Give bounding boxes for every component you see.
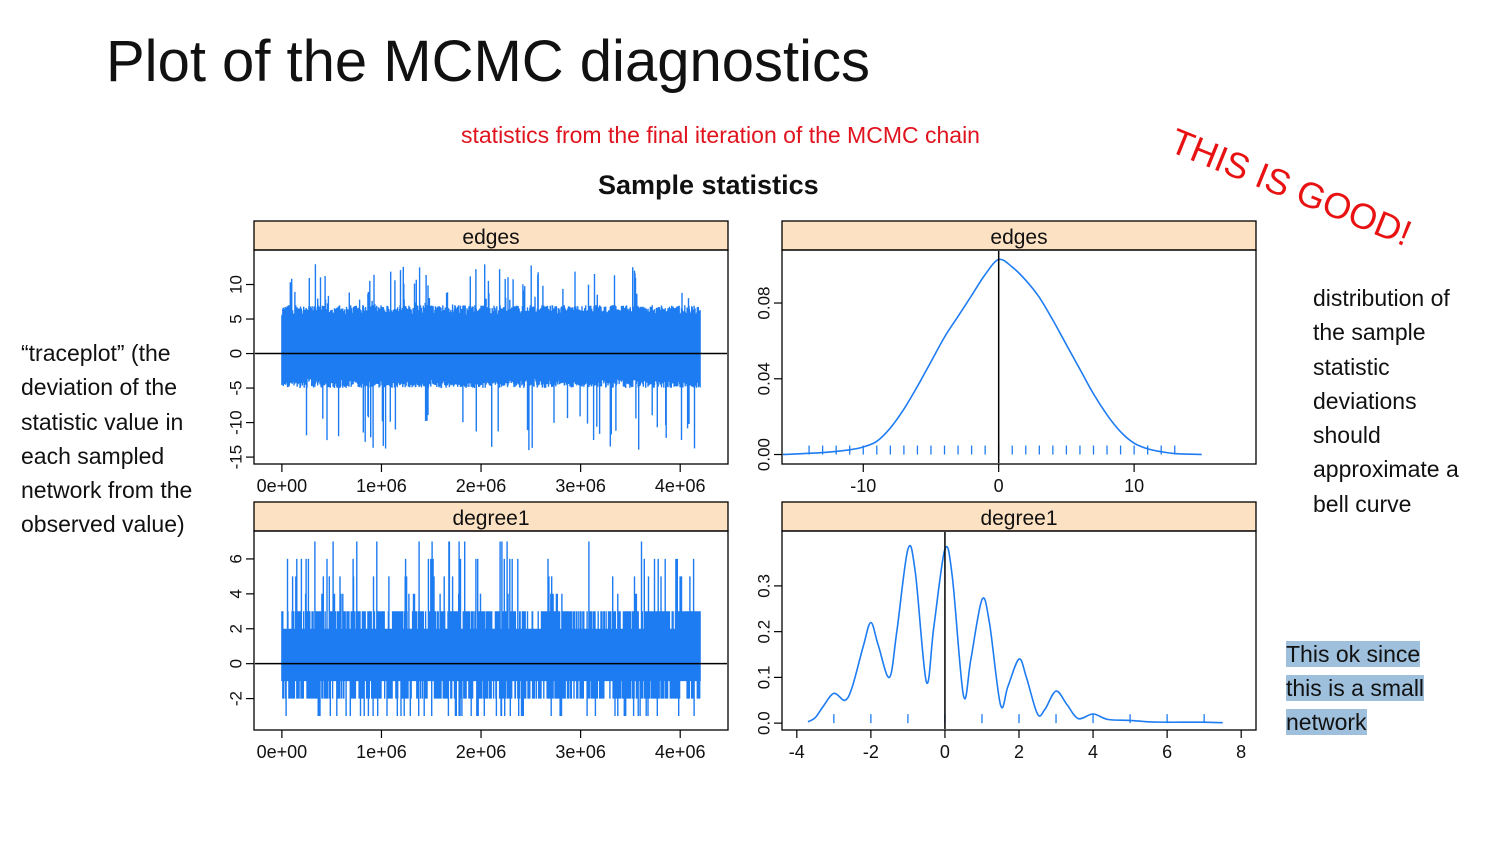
y-tick-label: 0.2 [755, 620, 774, 644]
x-tick-label: 4e+06 [655, 476, 706, 496]
slide-title: Plot of the MCMC diagnostics [106, 29, 870, 94]
x-tick-label: 1e+06 [356, 742, 407, 762]
x-tick-label: 0e+00 [257, 742, 308, 762]
y-tick-label: 0.1 [755, 666, 774, 690]
y-tick-label: 0.00 [755, 438, 774, 471]
ok-note-line: network [1286, 709, 1367, 735]
y-tick-label: 2 [227, 624, 246, 633]
y-tick-label: 0.0 [755, 711, 774, 735]
y-tick-label: 0 [227, 659, 246, 668]
traceplot-note: “traceplot” (the deviation of the statis… [21, 340, 193, 538]
panel-frame [781, 530, 1257, 731]
x-tick-label: -4 [789, 742, 805, 762]
x-tick-label: 2e+06 [456, 476, 507, 496]
strip-label: edges [990, 226, 1047, 249]
y-tick-label: 0.04 [755, 362, 774, 395]
y-tick-label: 10 [227, 275, 246, 294]
x-tick-label: 4 [1088, 742, 1098, 762]
strip-label: edges [462, 226, 519, 249]
y-tick-label: 6 [227, 554, 246, 563]
panel-plot-area [807, 532, 1223, 729]
panel-plot-area [255, 541, 727, 716]
y-tick-label: -15 [227, 445, 246, 470]
panel-strip [781, 501, 1257, 532]
x-tick-label: 3e+06 [555, 742, 606, 762]
y-tick-label: -5 [227, 381, 246, 396]
distribution-note: distribution of the sample statistic dev… [1313, 285, 1459, 517]
x-tick-label: 0 [940, 742, 950, 762]
y-tick-label: 5 [227, 314, 246, 323]
y-tick-label: -2 [227, 691, 246, 706]
ok-note-line: This ok since [1286, 641, 1421, 667]
x-tick-label: 2e+06 [456, 742, 507, 762]
x-tick-label: 0 [994, 476, 1004, 496]
density-curve [783, 258, 1202, 456]
density-curve [807, 544, 1223, 724]
y-tick-label: 4 [227, 589, 246, 598]
panel-frame [781, 249, 1257, 465]
y-tick-label: 0.08 [755, 286, 774, 319]
strip-label: degree1 [452, 507, 529, 530]
x-tick-label: 8 [1236, 742, 1246, 762]
x-tick-label: 10 [1124, 476, 1144, 496]
x-tick-label: 2 [1014, 742, 1024, 762]
small-network-note: This ok since this is a small network [1286, 637, 1456, 739]
panel-strip [253, 501, 729, 532]
figure-title: Sample statistics [598, 170, 819, 200]
ok-note-line: this is a small [1286, 675, 1425, 701]
y-tick-label: -10 [227, 410, 246, 435]
panel-plot-area [783, 251, 1202, 463]
strip-label: degree1 [980, 507, 1057, 530]
x-tick-label: 0e+00 [257, 476, 308, 496]
y-tick-label: 0.3 [755, 574, 774, 598]
x-tick-label: 1e+06 [356, 476, 407, 496]
x-tick-label: -10 [850, 476, 876, 496]
panel-frame [253, 530, 729, 731]
trace-series [281, 264, 701, 451]
panel-frame [253, 249, 729, 465]
chain-note: statistics from the final iteration of t… [461, 122, 980, 148]
x-tick-label: 6 [1162, 742, 1172, 762]
x-tick-label: 3e+06 [555, 476, 606, 496]
x-tick-label: 4e+06 [655, 742, 706, 762]
panel-strip [781, 220, 1257, 251]
y-tick-label: 0 [227, 349, 246, 358]
x-tick-label: -2 [863, 742, 879, 762]
trace-series [281, 541, 701, 716]
panel-plot-area [255, 264, 727, 451]
